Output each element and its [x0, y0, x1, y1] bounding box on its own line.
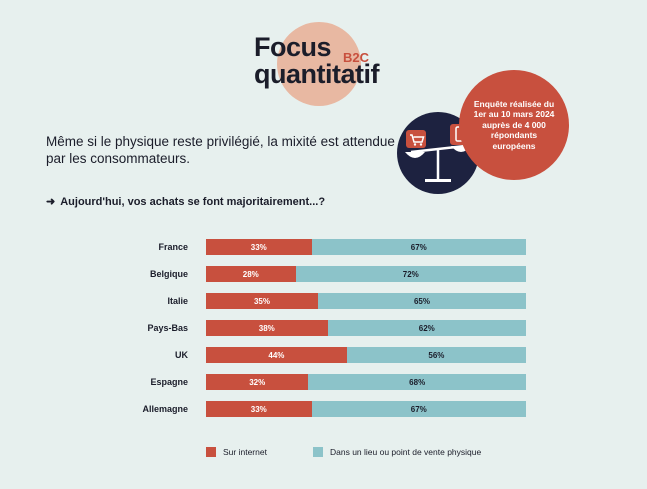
bar-internet: 44%: [206, 347, 347, 363]
bar-physique: 67%: [311, 401, 526, 417]
bar-value-label: 68%: [409, 377, 426, 387]
category-label: Belgique: [149, 269, 188, 279]
bar-internet: 38%: [206, 320, 328, 336]
intro-text: Même si le physique reste privilégié, la…: [46, 134, 395, 166]
bar-value-label: 32%: [249, 377, 266, 387]
question-heading: ➜ Aujourd'hui, vos achats se font majorit…: [46, 195, 325, 208]
legend-label-internet: Sur internet: [223, 447, 267, 457]
category-label: UK: [175, 350, 188, 360]
bar-value-label: 67%: [410, 404, 427, 414]
bar-value-label: 33%: [250, 404, 267, 414]
shopping-cart-icon: [406, 130, 426, 148]
legend-item-internet: Sur internet: [206, 447, 267, 457]
legend-item-physique: Dans un lieu ou point de vente physique: [313, 447, 481, 457]
legend-swatch-internet: [206, 447, 216, 457]
legend-label-physique: Dans un lieu ou point de vente physique: [330, 447, 482, 457]
bar-value-label: 38%: [258, 323, 275, 333]
bar-internet: 33%: [206, 239, 312, 255]
bar-internet: 33%: [206, 401, 312, 417]
survey-text: Enquête réalisée du 1er au 10 mars 2024 …: [473, 98, 555, 151]
bar-internet: 32%: [206, 374, 309, 390]
question-text: Aujourd'hui, vos achats se font majorita…: [60, 196, 326, 208]
bar-value-label: 35%: [253, 296, 270, 306]
bar-value-label: 44%: [268, 350, 285, 360]
bar-value-label: 28%: [242, 269, 259, 279]
bar-physique: 65%: [318, 293, 526, 309]
category-label: France: [158, 242, 188, 252]
arrow-right-icon: ➜: [46, 196, 56, 208]
b2c-tag: B2C: [343, 50, 370, 65]
bar-value-label: 33%: [250, 242, 267, 252]
bar-value-label: 67%: [410, 242, 427, 252]
bar-physique: 67%: [311, 239, 526, 255]
bar-physique: 56%: [346, 347, 526, 363]
title-line-2: quantitatif: [254, 59, 379, 89]
title-line-1: Focus: [254, 32, 332, 62]
bar-internet: 28%: [206, 266, 296, 282]
survey-badge: Enquête réalisée du 1er au 10 mars 2024 …: [459, 70, 569, 180]
bar-value-label: 62%: [418, 323, 435, 333]
bar-value-label: 65%: [413, 296, 430, 306]
bar-value-label: 56%: [428, 350, 445, 360]
bar-value-label: 72%: [402, 269, 419, 279]
page-title: Focus quantitatif: [254, 34, 379, 88]
header-decor-circle: [277, 22, 361, 106]
bar-physique: 72%: [295, 266, 526, 282]
category-label: Italie: [167, 296, 188, 306]
bar-internet: 35%: [206, 293, 318, 309]
category-label: Pays-Bas: [147, 323, 188, 333]
bar-physique: 68%: [308, 374, 526, 390]
category-label: Espagne: [150, 377, 188, 387]
legend-swatch-physique: [313, 447, 323, 457]
bar-physique: 62%: [327, 320, 526, 336]
category-label: Allemagne: [142, 404, 188, 414]
